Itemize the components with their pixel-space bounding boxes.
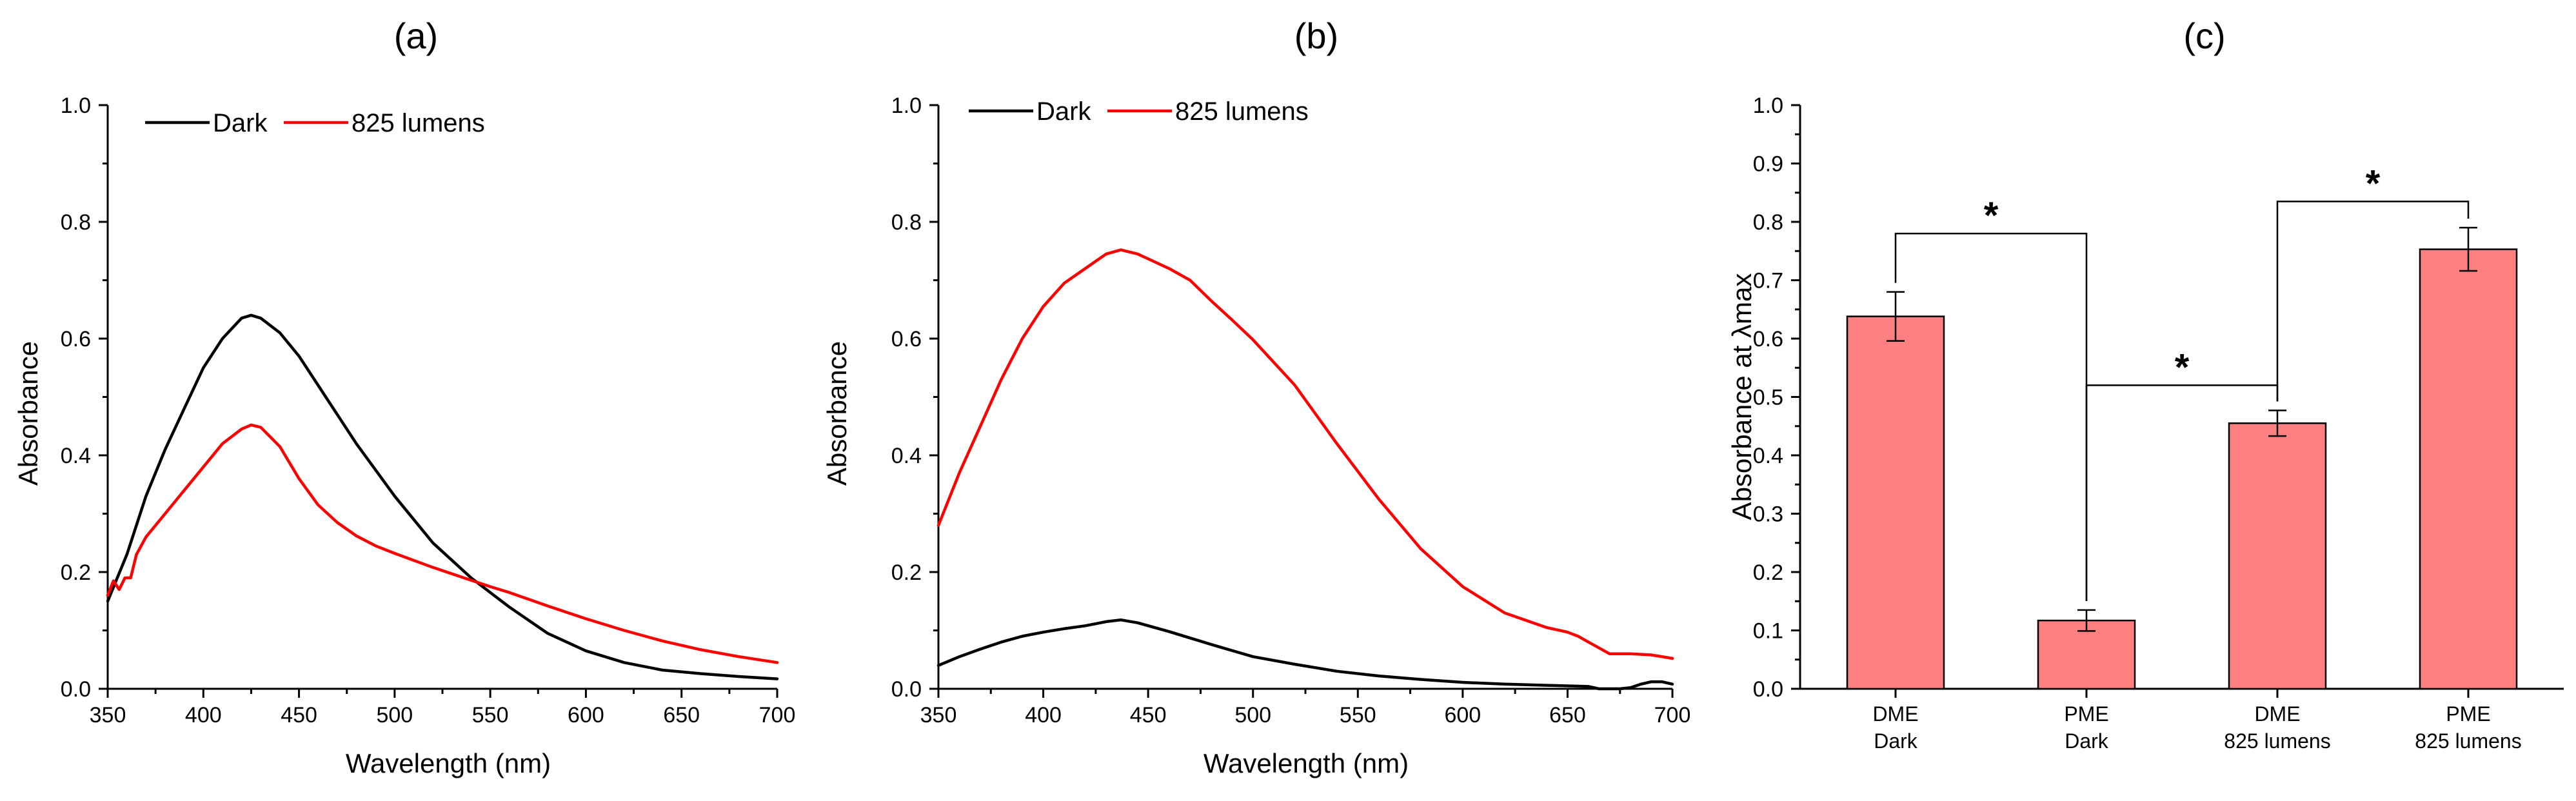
panel-c-y-tick-label: 0.4 [1753, 444, 1783, 468]
panel-a-y-tick-label: 1.0 [61, 94, 91, 118]
panel-c-category-label: PME [2446, 702, 2490, 726]
panel-c-significance-star: * [2175, 346, 2190, 388]
panel-b: (b) Absorbance Wavelength (nm) 350 400 450… [822, 15, 1690, 778]
panel-a-xlabel: Wavelength (nm) [346, 748, 551, 778]
panel-b-y-tick-label: 0.0 [891, 677, 922, 702]
panel-c-bar [2228, 422, 2327, 690]
panel-a-y-tick-label: 0.0 [61, 677, 91, 702]
panel-a-legend-label-dark: Dark [213, 109, 268, 137]
panel-c-bar [1846, 315, 1945, 690]
panel-c-y-tick-label: 0.2 [1753, 560, 1783, 585]
panel-c-category-sublabel: 825 lumens [2224, 729, 2330, 753]
panel-c-y-tick-label: 0.3 [1753, 502, 1783, 527]
panel-b-x-tick-label: 600 [1444, 703, 1481, 727]
panel-b-letter: (b) [1294, 15, 1338, 56]
panel-b-y-tick-label: 0.4 [891, 444, 922, 468]
panel-c-significance-star: * [2366, 163, 2381, 204]
panel-c-bar [2419, 248, 2518, 690]
panel-c-y-tick-label: 0.6 [1753, 327, 1783, 351]
panel-a-legend-label-light: 825 lumens [352, 109, 485, 137]
panel-c: (c) Absorbance at λmax 0.0 0.1 0.2 0.3 0.4 0.… [1727, 15, 2564, 753]
panel-c-y-tick-label: 0.7 [1753, 269, 1783, 293]
panel-b-series-light-line [936, 248, 1674, 660]
panel-b-x-tick-label: 550 [1340, 703, 1376, 727]
panel-c-category-label: DME [2254, 702, 2300, 726]
panel-b-y-tick-label: 0.8 [891, 210, 922, 235]
panel-b-x-tick-label: 450 [1130, 703, 1167, 727]
panel-c-letter: (c) [2183, 15, 2225, 56]
panel-a-series-dark-line [106, 313, 779, 680]
panel-b-x-tick-label: 700 [1654, 703, 1691, 727]
panel-b-y-tick-label: 0.2 [891, 560, 922, 585]
panel-a-x-tick-label: 650 [663, 703, 700, 727]
panel-c-y-tick-label: 0.1 [1753, 619, 1783, 644]
panel-b-x-tick-label: 350 [920, 703, 957, 727]
panel-a-ylabel: Absorbance [13, 341, 43, 486]
panel-b-y-tick-label: 0.6 [891, 327, 922, 351]
panel-c-significance-star: * [1984, 195, 1999, 237]
panel-c-y-tick-label: 0.0 [1753, 677, 1783, 702]
panel-b-series-dark-line [936, 618, 1674, 691]
panel-c-y-tick-label: 0.8 [1753, 210, 1783, 235]
panel-c-y-tick-label: 0.9 [1753, 152, 1783, 177]
panel-a-x-tick-label: 350 [90, 703, 126, 727]
panel-a-y-tick-label: 0.4 [61, 444, 91, 468]
panel-a-series-light-line [106, 423, 779, 664]
panel-a-x-tick-label: 500 [376, 703, 413, 727]
panel-a-x-tick-label: 700 [759, 703, 796, 727]
panel-a-y-tick-label: 0.6 [61, 327, 91, 351]
panel-c-category-label: DME [1872, 702, 1918, 726]
panel-c-category-sublabel: Dark [1874, 729, 1918, 753]
panel-b-x-tick-label: 500 [1234, 703, 1271, 727]
panel-b-y-tick-label: 1.0 [891, 94, 922, 118]
panel-b-legend-label-dark: Dark [1036, 97, 1091, 126]
panel-b-ylabel: Absorbance [822, 341, 852, 486]
panel-a: (a) Absorbance Wavelength (nm) 350 400 450… [13, 15, 795, 778]
panel-c-category-sublabel: 825 lumens [2415, 729, 2521, 753]
panel-c-y-tick-label: 1.0 [1753, 94, 1783, 118]
panel-a-x-tick-label: 450 [281, 703, 317, 727]
panel-b-x-tick-label: 400 [1025, 703, 1062, 727]
panel-b-xlabel: Wavelength (nm) [1204, 748, 1409, 778]
panel-a-x-tick-label: 550 [472, 703, 509, 727]
panel-a-y-tick-label: 0.2 [61, 560, 91, 585]
panel-b-legend-label-light: 825 lumens [1175, 97, 1309, 126]
panel-c-significance-bracket [2276, 201, 2470, 402]
panel-c-ylabel: Absorbance at λmax [1727, 273, 1757, 520]
panel-a-x-tick-label: 600 [568, 703, 604, 727]
panel-a-letter: (a) [394, 15, 438, 56]
panel-a-y-tick-label: 0.8 [61, 210, 91, 235]
panel-c-category-sublabel: Dark [2065, 729, 2109, 753]
panel-c-y-tick-label: 0.5 [1753, 386, 1783, 410]
panel-b-x-tick-label: 650 [1549, 703, 1586, 727]
panel-c-category-label: PME [2064, 702, 2108, 726]
panel-a-x-tick-label: 400 [185, 703, 222, 727]
